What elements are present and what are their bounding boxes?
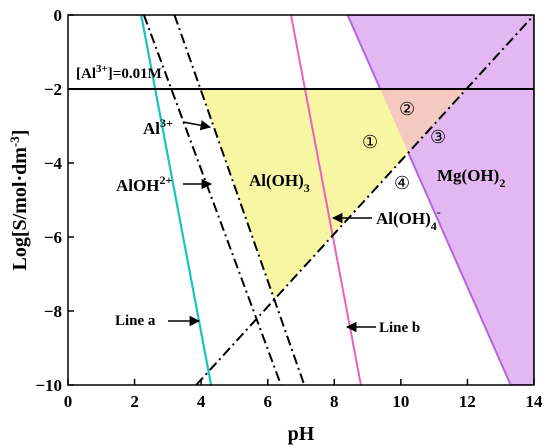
y-tick-label: −8 bbox=[44, 302, 62, 321]
series-line-aloh2- bbox=[173, 15, 306, 385]
aloh4-label: Al(OH)4- bbox=[376, 205, 441, 233]
x-axis-title: pH bbox=[288, 423, 315, 445]
line-a-label: Line a bbox=[115, 313, 156, 329]
line-b-label: Line b bbox=[379, 320, 420, 336]
axis-ticks: 0 2 4 6 8 10 12 14 0 −2 −4 −6 −8 −10 bbox=[35, 6, 543, 411]
plot-frame bbox=[67, 14, 535, 386]
region-4-label: ④ bbox=[394, 173, 410, 194]
y-tick-label: −2 bbox=[44, 80, 62, 99]
series-line-al-oh-4- bbox=[195, 15, 534, 385]
aloh3-region bbox=[200, 89, 467, 300]
x-tick-label: 14 bbox=[526, 392, 544, 411]
region-3-label: ③ bbox=[430, 127, 446, 148]
aloh3-label: Al(OH)3 bbox=[249, 171, 310, 195]
y-tick-label: −6 bbox=[44, 228, 62, 247]
y-tick-label: 0 bbox=[54, 6, 63, 25]
overlap-region bbox=[380, 89, 467, 153]
x-tick-label: 6 bbox=[263, 392, 272, 411]
al-limit-label: [Al3+]=0.01M bbox=[76, 63, 162, 82]
series-line-al3- bbox=[142, 15, 282, 385]
x-tick-label: 2 bbox=[130, 392, 139, 411]
x-tick-label: 12 bbox=[459, 392, 476, 411]
x-tick-label: 8 bbox=[330, 392, 339, 411]
y-axis-title: Log[S/mol·dm-3] bbox=[7, 130, 31, 271]
mgoh2-region bbox=[346, 15, 534, 385]
aloh2-label: AlOH2+ bbox=[116, 173, 172, 195]
y-tick-label: −10 bbox=[35, 376, 62, 395]
x-tick-label: 4 bbox=[197, 392, 206, 411]
x-tick-label: 10 bbox=[392, 392, 409, 411]
x-tick-label: 0 bbox=[64, 392, 73, 411]
mgoh2-label: Mg(OH)2 bbox=[437, 166, 505, 190]
al3-label: Al3+ bbox=[143, 116, 173, 138]
al3-arrow bbox=[182, 120, 212, 131]
region-1-label: ① bbox=[362, 132, 378, 153]
y-tick-label: −4 bbox=[44, 154, 63, 173]
region-2-label: ② bbox=[399, 99, 415, 120]
